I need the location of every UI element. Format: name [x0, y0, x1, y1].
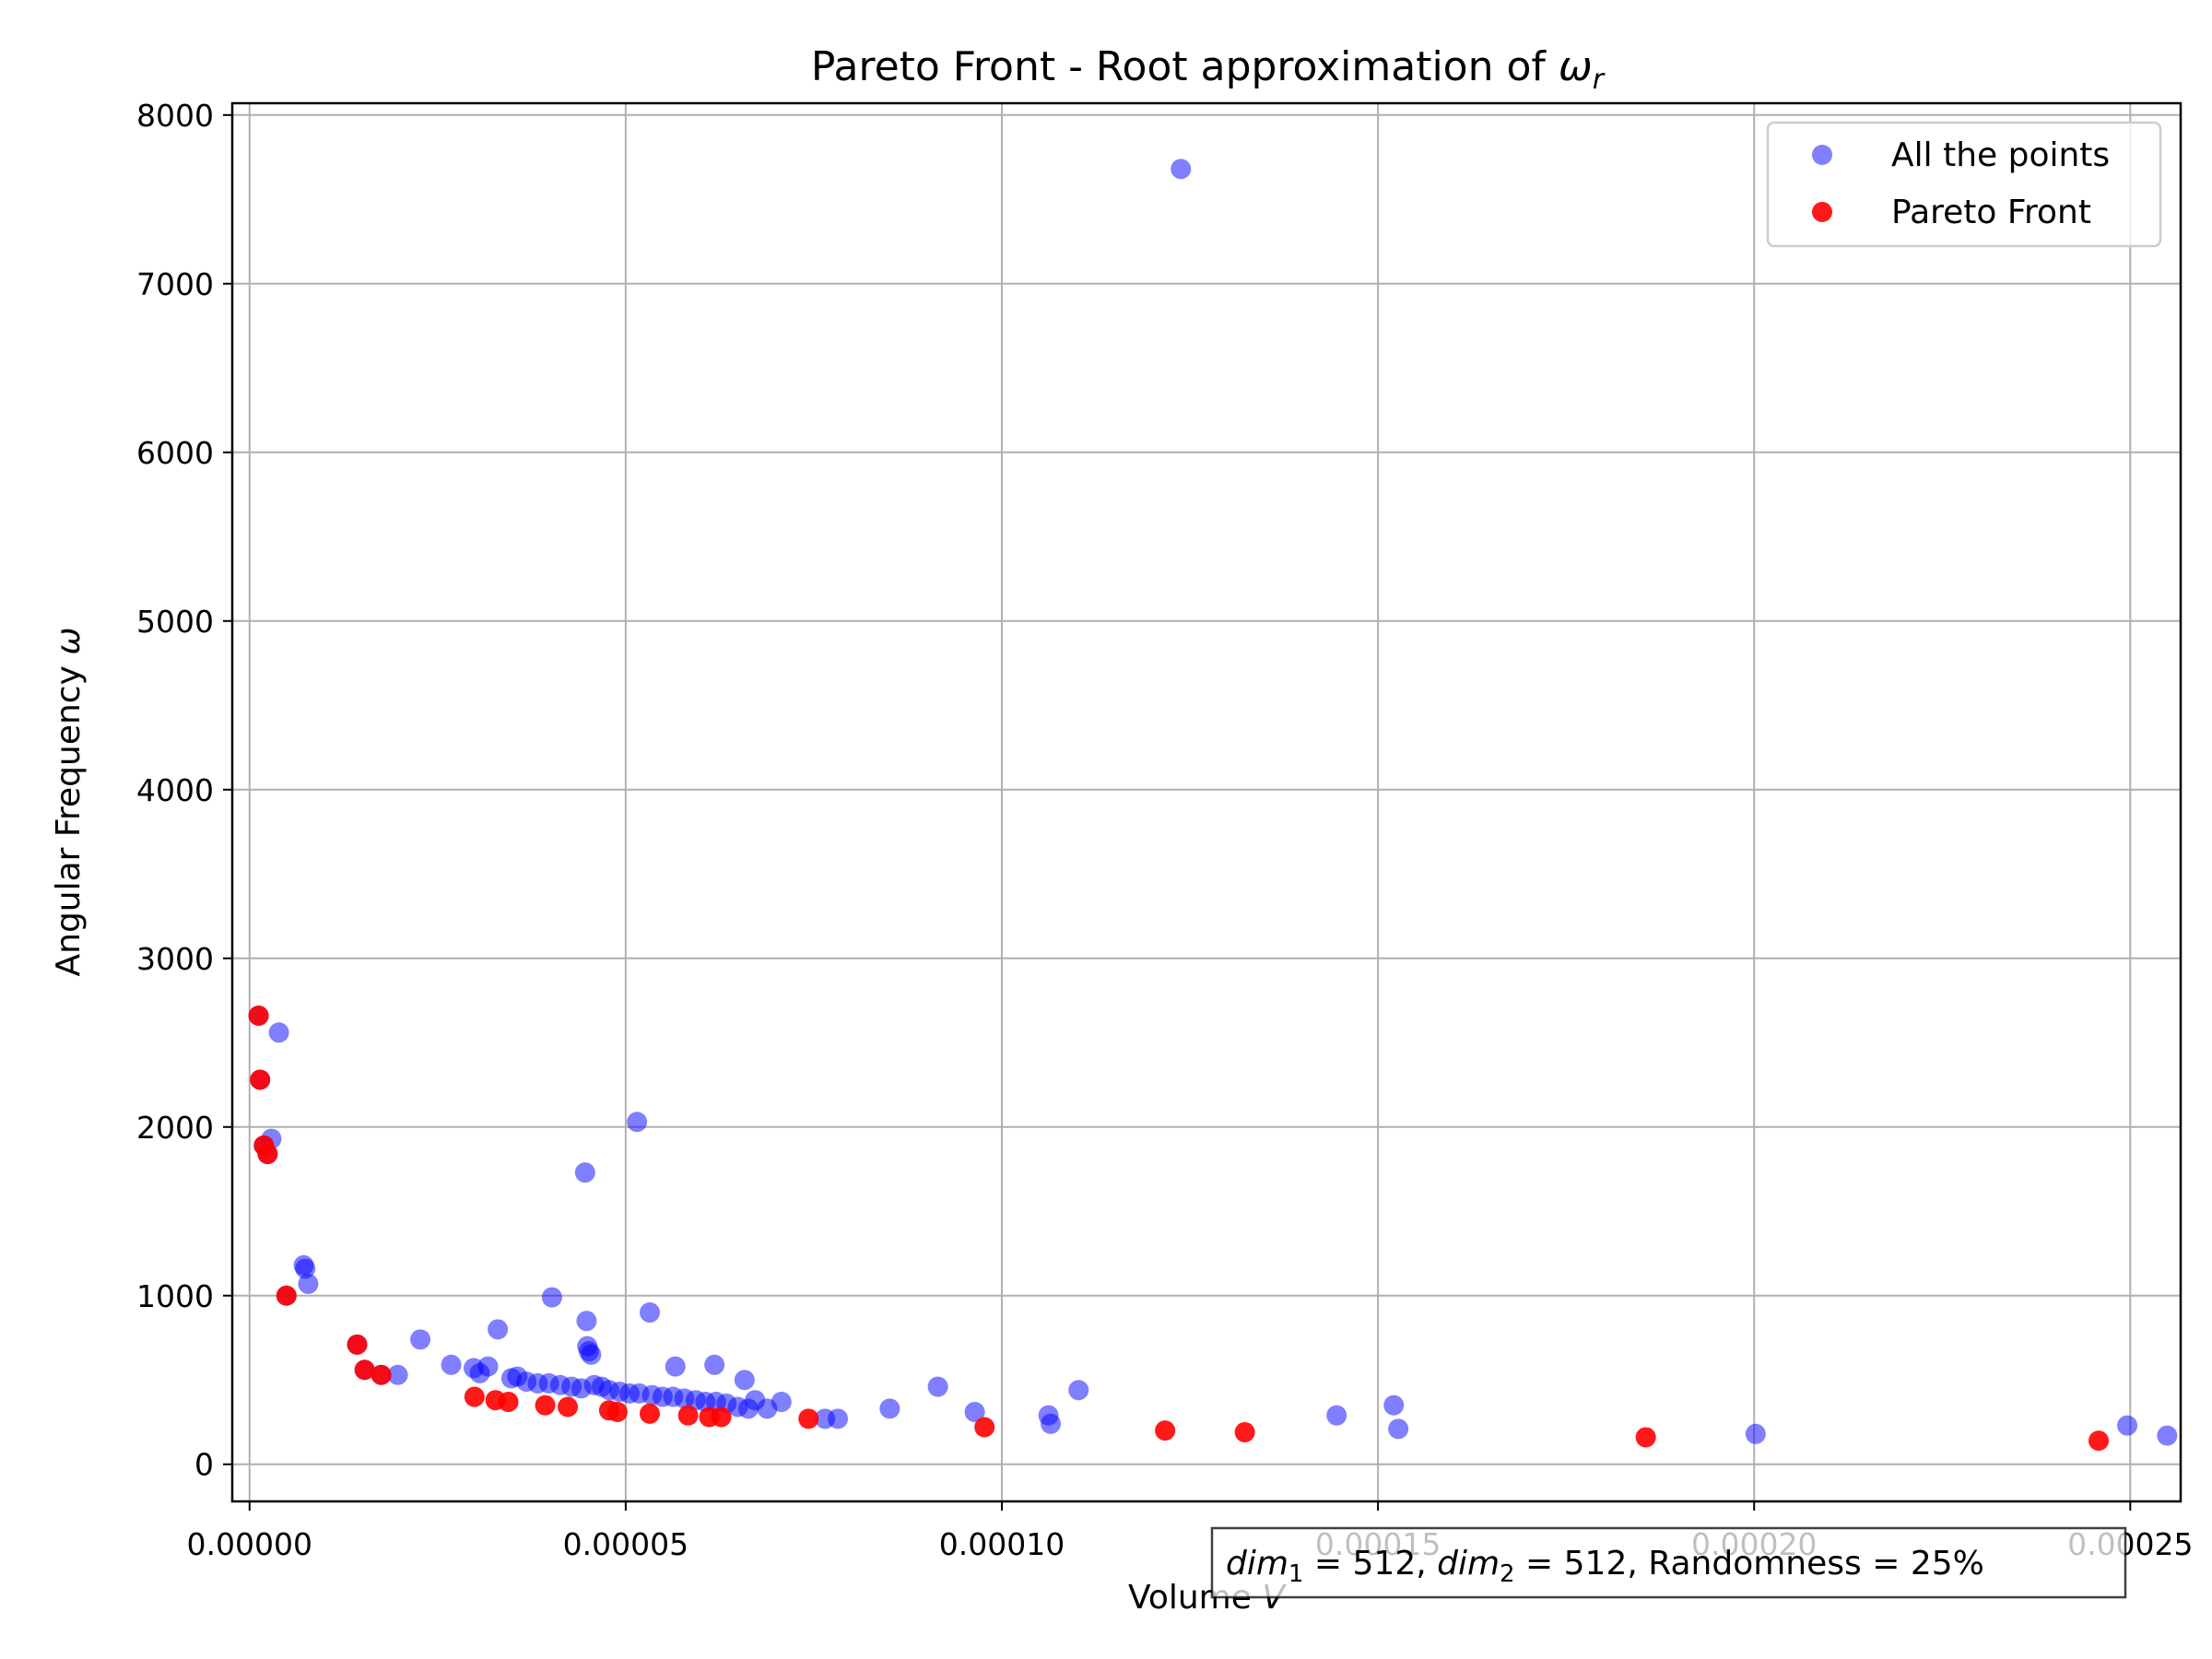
series-pareto-front	[248, 1005, 2110, 1452]
data-point	[488, 1319, 509, 1340]
legend-marker-pareto-front	[1812, 202, 1832, 222]
data-point	[574, 1162, 595, 1183]
data-point	[640, 1403, 660, 1424]
data-point	[464, 1386, 485, 1407]
y-axis-title: Angular Frequency ω	[50, 628, 88, 977]
data-point	[964, 1402, 985, 1423]
y-tick-label: 7000	[136, 266, 214, 302]
chart-title: Pareto Front - Root approximation of ωr	[811, 43, 1606, 96]
legend-label-all-points: All the points	[1891, 136, 2110, 174]
data-point	[1068, 1380, 1089, 1401]
data-point	[606, 1402, 628, 1423]
annotation-box	[1210, 1526, 2127, 1599]
data-point	[276, 1285, 297, 1306]
data-point	[387, 1364, 408, 1385]
legend-label-pareto-front: Pareto Front	[1891, 194, 2091, 231]
annotation-text: dim1 = 512, dim2 = 512, Randomness = 25%	[1226, 1545, 1984, 1588]
data-point	[2117, 1415, 2138, 1436]
data-point	[974, 1417, 995, 1438]
data-point	[298, 1273, 319, 1294]
data-point	[347, 1334, 368, 1355]
data-point	[1041, 1413, 1062, 1434]
data-point	[665, 1356, 686, 1377]
data-point	[371, 1364, 392, 1385]
data-point	[295, 1258, 316, 1279]
data-point	[2088, 1430, 2110, 1452]
data-point	[441, 1354, 462, 1375]
data-point	[1234, 1421, 1255, 1442]
data-point	[541, 1287, 562, 1308]
data-point	[1326, 1405, 1347, 1426]
y-tick-label: 4000	[136, 772, 214, 808]
data-point	[1635, 1427, 1656, 1448]
data-point	[498, 1392, 519, 1413]
data-point	[627, 1112, 648, 1133]
data-point	[771, 1392, 792, 1413]
y-tick-label: 3000	[136, 941, 214, 977]
data-point	[248, 1005, 269, 1026]
plot-frame	[230, 101, 2183, 1503]
legend: All the points Pareto Front	[1766, 121, 2162, 248]
x-tick-label: 0.00000	[187, 1526, 312, 1562]
data-point	[677, 1405, 699, 1426]
grid	[232, 103, 2181, 1501]
data-point	[576, 1311, 597, 1332]
data-point	[828, 1408, 849, 1430]
data-point	[1155, 1420, 1176, 1441]
data-point	[640, 1302, 660, 1324]
data-point	[927, 1376, 948, 1397]
y-tick-label: 6000	[136, 435, 214, 471]
data-point	[410, 1329, 431, 1350]
data-point	[581, 1344, 602, 1365]
annotation: dim1 = 512, dim2 = 512, Randomness = 25%	[1210, 1526, 2127, 1599]
legend-box	[1766, 121, 2162, 248]
data-point	[2157, 1425, 2178, 1446]
legend-marker-all-points	[1812, 145, 1832, 165]
y-tick-label: 1000	[136, 1278, 214, 1314]
y-tick-label: 0	[194, 1447, 214, 1483]
x-tick-label: 0.00010	[939, 1526, 1065, 1562]
y-tick-label: 8000	[136, 98, 214, 134]
data-point	[558, 1396, 579, 1418]
data-point	[268, 1022, 289, 1043]
data-point	[1171, 159, 1192, 180]
data-series	[248, 159, 2178, 1452]
data-point	[1383, 1394, 1405, 1416]
data-point	[250, 1069, 271, 1090]
data-point	[354, 1359, 375, 1381]
y-tick-label: 5000	[136, 604, 214, 640]
data-point	[535, 1394, 556, 1416]
data-point	[798, 1408, 819, 1430]
x-tick-label: 0.00005	[563, 1526, 688, 1562]
y-tick-label: 2000	[136, 1110, 214, 1146]
data-point	[1745, 1423, 1766, 1444]
data-point	[704, 1354, 725, 1375]
data-point	[477, 1356, 499, 1377]
y-axis-ticks: 0 1000 2000 3000 4000 5000 6000 7000 8000	[136, 98, 232, 1483]
data-point	[1388, 1418, 1409, 1440]
data-point	[879, 1398, 900, 1419]
data-point	[711, 1406, 732, 1428]
data-point	[257, 1144, 278, 1165]
data-point	[734, 1370, 755, 1391]
